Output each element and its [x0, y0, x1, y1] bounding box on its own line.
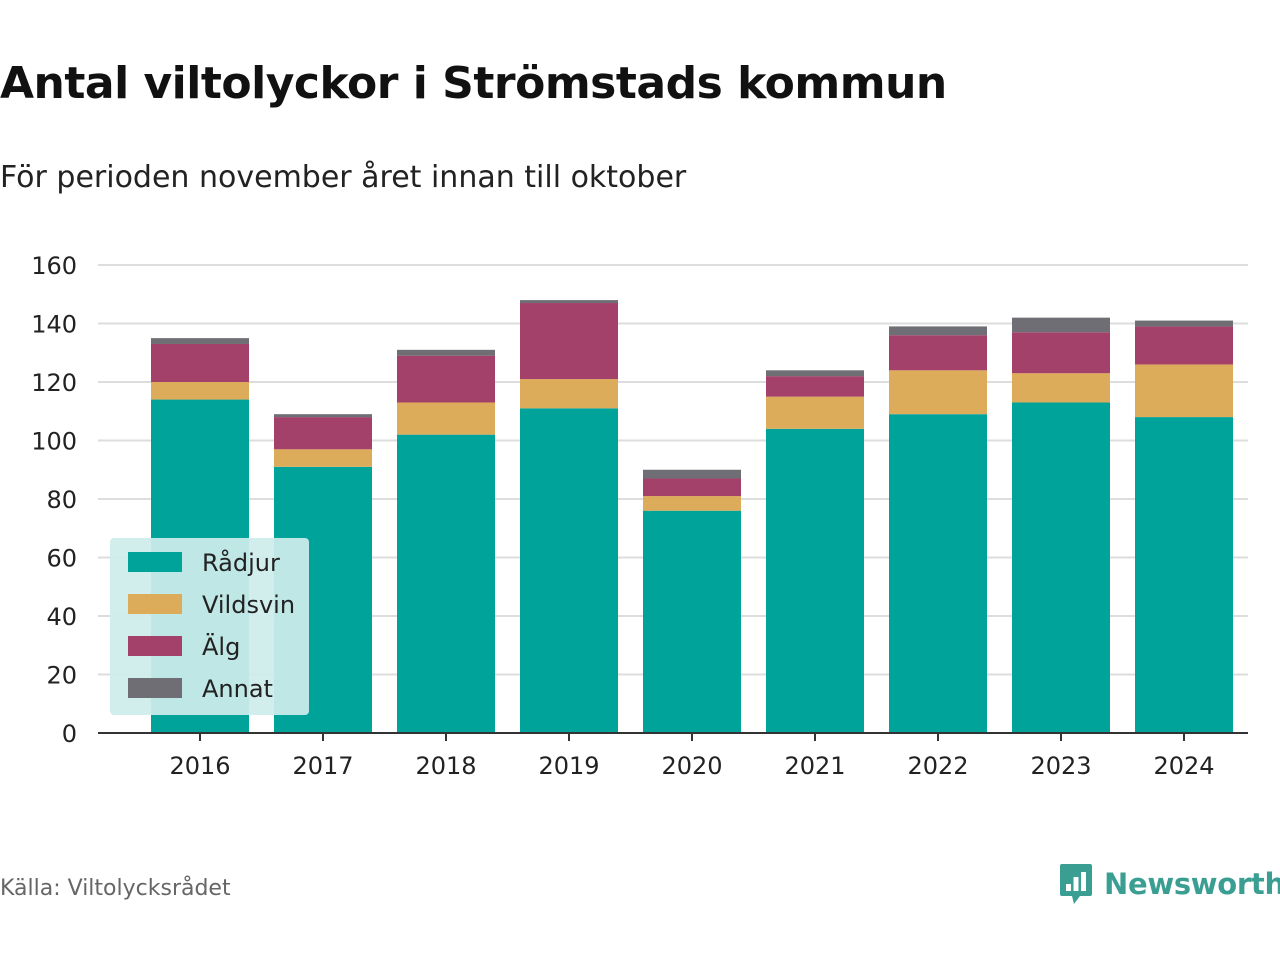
bar-segment-rådjur-2023 — [1012, 402, 1110, 733]
bar-segment-rådjur-2018 — [397, 434, 495, 733]
bar-segment-vildsvin-2022 — [889, 370, 987, 415]
bar-chart-badge-icon — [1060, 864, 1092, 904]
x-tick-label: 2021 — [784, 752, 845, 780]
y-tick-label: 20 — [46, 662, 77, 690]
y-tick-label: 140 — [31, 311, 77, 339]
bar-segment-älg-2024 — [1135, 326, 1233, 365]
x-tick-label: 2023 — [1030, 752, 1091, 780]
stacked-bar-chart: 0 20 40 60 80 100 120 140 160 2016 2017 2018 2019 202… — [31, 252, 1248, 780]
x-tick-label: 2020 — [661, 752, 722, 780]
y-tick-label: 60 — [46, 545, 77, 573]
x-tick-label: 2018 — [415, 752, 476, 780]
bar-segment-vildsvin-2016 — [151, 382, 249, 400]
bar-segment-annat-2024 — [1135, 320, 1233, 327]
x-tick-label: 2019 — [538, 752, 599, 780]
legend-label-älg: Älg — [202, 632, 240, 661]
legend-swatch-rådjur — [128, 552, 182, 572]
bar-segment-rådjur-2019 — [520, 408, 618, 733]
bar-segment-älg-2018 — [397, 355, 495, 403]
bar-segment-rådjur-2022 — [889, 414, 987, 733]
bar-segment-älg-2016 — [151, 343, 249, 382]
bar-segment-vildsvin-2017 — [274, 449, 372, 467]
bar-segment-vildsvin-2023 — [1012, 373, 1110, 403]
bar-segment-vildsvin-2021 — [766, 396, 864, 429]
y-tick-label: 0 — [62, 720, 77, 748]
bars — [151, 300, 1233, 733]
y-tick-label: 100 — [31, 428, 77, 456]
legend-swatch-älg — [128, 636, 182, 656]
chart-subtitle: För perioden november året innan till ok… — [0, 160, 687, 195]
bar-segment-rådjur-2021 — [766, 428, 864, 733]
brand-name: Newsworthy — [1104, 867, 1280, 901]
source-note: Källa: Viltolycksrådet — [0, 876, 231, 901]
bar-segment-rådjur-2020 — [643, 510, 741, 733]
legend-label-vildsvin: Vildsvin — [202, 591, 295, 619]
axes: 0 20 40 60 80 100 120 140 160 2016 2017 2018 2019 202… — [31, 252, 1248, 780]
brand-logo: Newsworthy — [1058, 862, 1280, 906]
bar-segment-annat-2023 — [1012, 317, 1110, 333]
legend-swatch-vildsvin — [128, 594, 182, 614]
bar-segment-älg-2017 — [274, 417, 372, 450]
bar-segment-älg-2020 — [643, 478, 741, 497]
bar-segment-vildsvin-2019 — [520, 379, 618, 409]
legend-swatch-annat — [128, 678, 182, 698]
y-tick-label: 120 — [31, 369, 77, 397]
x-tick-label: 2024 — [1153, 752, 1214, 780]
legend: Rådjur Vildsvin Älg Annat — [110, 538, 309, 715]
bar-segment-vildsvin-2024 — [1135, 364, 1233, 418]
legend-label-annat: Annat — [202, 675, 273, 703]
bar-segment-annat-2021 — [766, 370, 864, 377]
bar-segment-annat-2020 — [643, 469, 741, 479]
bar-segment-annat-2022 — [889, 326, 987, 336]
bar-segment-rådjur-2024 — [1135, 417, 1233, 733]
bar-segment-annat-2016 — [151, 338, 249, 344]
x-tick-label: 2017 — [292, 752, 353, 780]
bar-segment-annat-2019 — [520, 300, 618, 304]
bar-segment-älg-2021 — [766, 376, 864, 397]
bar-segment-annat-2017 — [274, 414, 372, 418]
legend-box — [110, 538, 309, 715]
bar-segment-älg-2022 — [889, 335, 987, 371]
bar-segment-annat-2018 — [397, 349, 495, 356]
bar-segment-vildsvin-2018 — [397, 402, 495, 435]
y-tick-label: 40 — [46, 603, 77, 631]
y-tick-label: 160 — [31, 252, 77, 280]
bar-segment-vildsvin-2020 — [643, 496, 741, 511]
y-tick-label: 80 — [46, 486, 77, 514]
bar-segment-älg-2019 — [520, 303, 618, 380]
chart-title: Antal viltolyckor i Strömstads kommun — [0, 58, 947, 109]
x-tick-label: 2022 — [907, 752, 968, 780]
legend-label-rådjur: Rådjur — [202, 548, 280, 577]
x-tick-label: 2016 — [169, 752, 230, 780]
bar-segment-älg-2023 — [1012, 332, 1110, 374]
